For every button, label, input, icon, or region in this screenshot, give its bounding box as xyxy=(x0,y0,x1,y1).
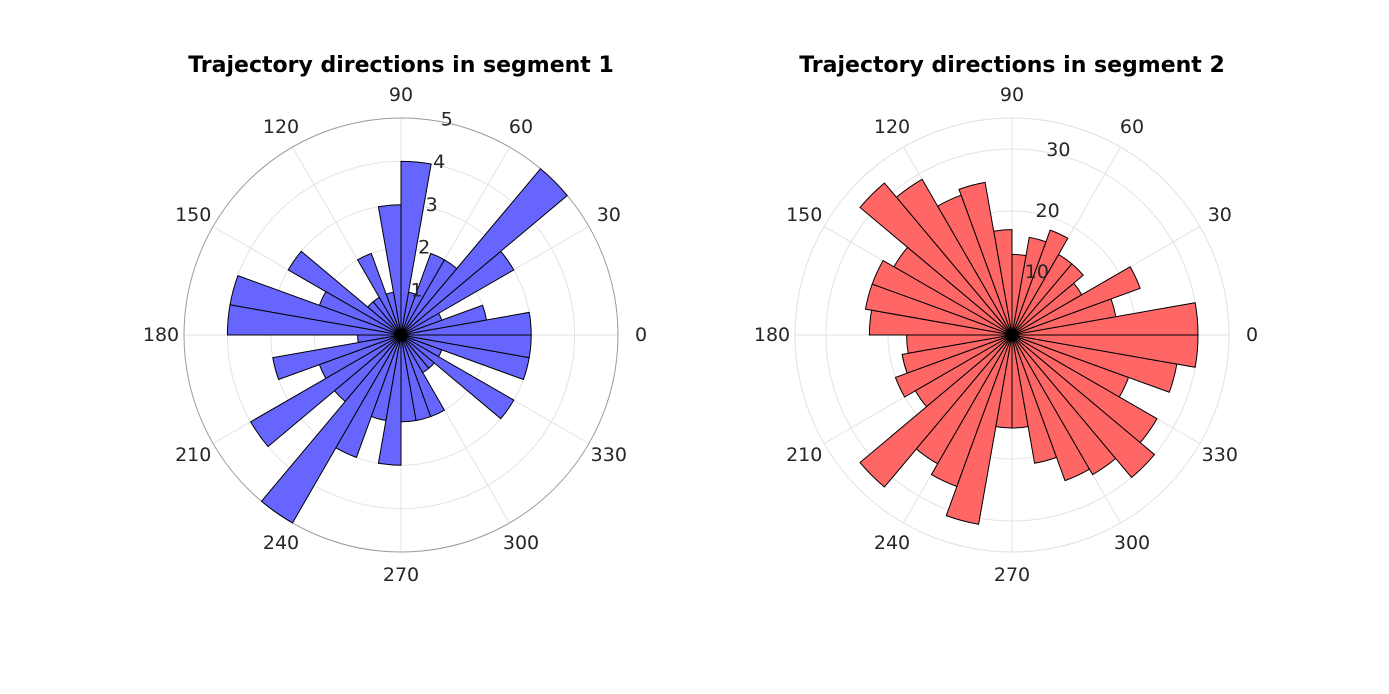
theta-tick-label: 330 xyxy=(1202,444,1238,466)
chart-title: Trajectory directions in segment 1 xyxy=(188,53,614,78)
outer-circle xyxy=(183,117,619,553)
histogram-bar xyxy=(287,250,402,336)
theta-tick-label: 210 xyxy=(175,444,211,466)
theta-tick-label: 180 xyxy=(754,324,790,346)
histogram-bar xyxy=(226,304,402,336)
histogram-bar xyxy=(400,334,532,359)
histogram-bar xyxy=(945,334,1013,525)
histogram-bar xyxy=(1011,334,1156,479)
theta-tick-label: 60 xyxy=(1120,116,1144,138)
radial-tick-label: 4 xyxy=(433,151,445,173)
histogram-bar xyxy=(249,334,402,448)
theta-tick-label: 0 xyxy=(1246,324,1258,346)
theta-tick-label: 300 xyxy=(1114,532,1150,554)
histogram-bar xyxy=(1011,229,1069,336)
theta-tick-label: 90 xyxy=(1000,84,1024,106)
radial-tick-label: 3 xyxy=(426,194,438,216)
theta-tick-label: 300 xyxy=(503,532,539,554)
histogram-bar xyxy=(400,252,446,336)
outer-circle xyxy=(794,117,1230,553)
histogram-bar xyxy=(1011,266,1141,336)
theta-tick-label: 180 xyxy=(143,324,179,346)
theta-tick-label: 150 xyxy=(786,204,822,226)
theta-tick-label: 240 xyxy=(263,532,299,554)
histogram-bar xyxy=(859,334,1013,488)
radial-tick-label: 5 xyxy=(441,108,453,130)
histogram-bar xyxy=(400,334,446,418)
radial-tick-label: 2 xyxy=(418,237,430,259)
histogram-bar xyxy=(400,160,432,336)
radial-tick-label: 30 xyxy=(1046,139,1070,161)
histogram-bar xyxy=(260,334,402,524)
histogram-bar xyxy=(1011,334,1199,368)
theta-tick-label: 30 xyxy=(1208,204,1232,226)
histogram-bar xyxy=(1011,236,1047,336)
histogram-bar xyxy=(1011,334,1158,444)
polar-plot-segment-1: 0 30 60 90 120 150 180 210 240 270 300 330 1 2 3 4 5 Traj… xyxy=(143,53,647,586)
theta-tick-label: 270 xyxy=(994,564,1030,586)
histogram-bar xyxy=(864,283,1013,336)
theta-tick-label: 330 xyxy=(591,444,627,466)
theta-tick-label: 270 xyxy=(383,564,419,586)
radial-tick-label: 1 xyxy=(411,279,423,301)
theta-tick-label: 210 xyxy=(786,444,822,466)
histogram-bar xyxy=(894,334,1013,398)
theta-tick-label: 0 xyxy=(635,324,647,346)
theta-tick-label: 120 xyxy=(263,116,299,138)
histogram-bar xyxy=(400,334,515,420)
histogram-bar xyxy=(958,181,1013,336)
histogram-bar xyxy=(335,334,402,458)
histogram-bar xyxy=(377,334,402,466)
chart-title: Trajectory directions in segment 2 xyxy=(799,53,1225,78)
theta-tick-label: 120 xyxy=(874,116,910,138)
histogram-bar xyxy=(400,168,568,336)
radial-tick-label: 20 xyxy=(1036,200,1060,222)
theta-tick-label: 150 xyxy=(175,204,211,226)
polar-plot-segment-2: 0 30 60 90 120 150 180 210 240 270 300 330 10 20 30 Tra… xyxy=(754,53,1258,586)
theta-tick-label: 240 xyxy=(874,532,910,554)
theta-tick-label: 30 xyxy=(597,204,621,226)
histogram-bar xyxy=(859,182,1013,336)
theta-tick-label: 60 xyxy=(509,116,533,138)
theta-tick-label: 90 xyxy=(389,84,413,106)
histogram-bar xyxy=(868,309,1013,336)
radial-tick-label: 10 xyxy=(1025,261,1049,283)
histogram-bar xyxy=(356,252,402,336)
histogram-bar xyxy=(272,334,402,381)
